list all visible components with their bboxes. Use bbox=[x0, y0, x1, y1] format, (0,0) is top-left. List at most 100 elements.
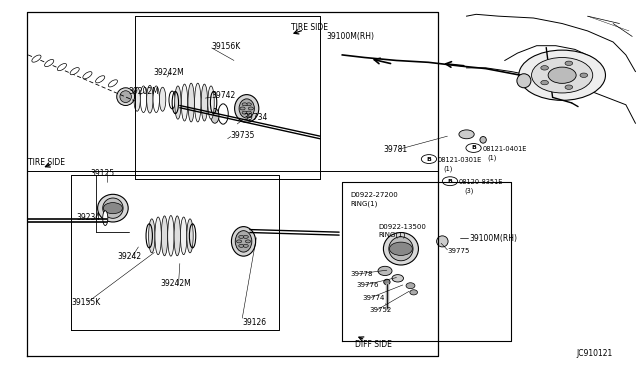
Ellipse shape bbox=[180, 217, 187, 255]
Ellipse shape bbox=[168, 215, 174, 256]
Text: B: B bbox=[426, 157, 431, 161]
Text: 39125: 39125 bbox=[91, 169, 115, 177]
Circle shape bbox=[246, 240, 250, 243]
Ellipse shape bbox=[120, 91, 131, 103]
Ellipse shape bbox=[384, 279, 390, 285]
Circle shape bbox=[239, 244, 244, 247]
Circle shape bbox=[390, 242, 412, 256]
Ellipse shape bbox=[169, 91, 175, 109]
Text: B: B bbox=[447, 179, 452, 184]
Circle shape bbox=[580, 73, 588, 77]
Ellipse shape bbox=[45, 60, 54, 67]
Ellipse shape bbox=[153, 86, 159, 112]
Ellipse shape bbox=[181, 84, 188, 121]
Text: D0922-13500: D0922-13500 bbox=[379, 224, 426, 230]
Text: 39126: 39126 bbox=[243, 318, 266, 327]
Text: DIFF SIDE: DIFF SIDE bbox=[355, 340, 392, 349]
Circle shape bbox=[240, 107, 245, 110]
Text: (1): (1) bbox=[488, 155, 497, 161]
Circle shape bbox=[103, 203, 122, 214]
Ellipse shape bbox=[102, 211, 108, 225]
Circle shape bbox=[237, 240, 242, 243]
Ellipse shape bbox=[218, 104, 228, 124]
Circle shape bbox=[421, 155, 436, 163]
Ellipse shape bbox=[148, 219, 155, 253]
Ellipse shape bbox=[410, 290, 417, 295]
Text: 39242M: 39242M bbox=[153, 68, 184, 77]
Text: 39781: 39781 bbox=[384, 145, 408, 154]
Text: 39155K: 39155K bbox=[72, 298, 100, 307]
Ellipse shape bbox=[140, 86, 147, 112]
Ellipse shape bbox=[406, 283, 415, 289]
Text: 39774: 39774 bbox=[363, 295, 385, 301]
Ellipse shape bbox=[83, 72, 92, 79]
Ellipse shape bbox=[116, 88, 134, 106]
Ellipse shape bbox=[70, 68, 79, 75]
Circle shape bbox=[243, 235, 248, 238]
Text: 08121-0301E: 08121-0301E bbox=[438, 157, 482, 163]
Circle shape bbox=[242, 103, 247, 106]
Text: RING(1): RING(1) bbox=[351, 201, 378, 207]
Ellipse shape bbox=[517, 74, 531, 88]
Ellipse shape bbox=[161, 216, 168, 256]
Ellipse shape bbox=[383, 232, 419, 265]
Text: 39776: 39776 bbox=[356, 282, 379, 288]
Ellipse shape bbox=[236, 231, 252, 252]
Text: 39242: 39242 bbox=[117, 252, 141, 262]
Ellipse shape bbox=[175, 86, 181, 119]
Ellipse shape bbox=[195, 83, 201, 122]
Text: 39234: 39234 bbox=[77, 213, 101, 222]
Text: JC910121: JC910121 bbox=[577, 350, 613, 359]
Ellipse shape bbox=[174, 216, 180, 256]
Ellipse shape bbox=[58, 64, 67, 71]
Text: TIRE SIDE: TIRE SIDE bbox=[28, 157, 65, 167]
Circle shape bbox=[248, 107, 253, 110]
Circle shape bbox=[565, 85, 573, 89]
Circle shape bbox=[532, 58, 593, 93]
Ellipse shape bbox=[108, 80, 118, 87]
Ellipse shape bbox=[95, 76, 105, 83]
Ellipse shape bbox=[201, 84, 207, 121]
Text: B: B bbox=[471, 145, 476, 150]
Text: 39735: 39735 bbox=[231, 131, 255, 140]
Text: 08120-8351E: 08120-8351E bbox=[459, 179, 503, 185]
Text: 39775: 39775 bbox=[447, 248, 470, 254]
Ellipse shape bbox=[235, 94, 259, 122]
Circle shape bbox=[519, 50, 605, 100]
Ellipse shape bbox=[102, 198, 123, 218]
Text: (3): (3) bbox=[464, 188, 474, 195]
Text: RING(1): RING(1) bbox=[379, 231, 406, 238]
Text: (1): (1) bbox=[443, 166, 452, 172]
Ellipse shape bbox=[208, 86, 214, 119]
Ellipse shape bbox=[98, 194, 128, 222]
Circle shape bbox=[459, 130, 474, 139]
Circle shape bbox=[239, 235, 244, 238]
Text: 39742: 39742 bbox=[212, 91, 236, 100]
Text: D0922-27200: D0922-27200 bbox=[351, 192, 398, 198]
Text: TIRE SIDE: TIRE SIDE bbox=[291, 23, 328, 32]
FancyArrowPatch shape bbox=[386, 290, 388, 306]
Ellipse shape bbox=[232, 227, 255, 256]
Ellipse shape bbox=[389, 237, 413, 261]
Ellipse shape bbox=[211, 109, 219, 123]
Text: 39734: 39734 bbox=[244, 113, 268, 122]
Ellipse shape bbox=[134, 87, 140, 111]
Circle shape bbox=[442, 177, 458, 186]
Text: 39778: 39778 bbox=[350, 271, 372, 277]
Ellipse shape bbox=[239, 99, 254, 118]
Text: 39156K: 39156K bbox=[212, 42, 241, 51]
Circle shape bbox=[541, 80, 548, 85]
Ellipse shape bbox=[155, 217, 161, 255]
Ellipse shape bbox=[32, 55, 41, 62]
Circle shape bbox=[243, 244, 248, 247]
Ellipse shape bbox=[480, 137, 486, 143]
Text: 08121-0401E: 08121-0401E bbox=[483, 146, 527, 152]
Circle shape bbox=[242, 111, 247, 114]
Circle shape bbox=[565, 61, 573, 65]
Ellipse shape bbox=[187, 219, 193, 253]
Ellipse shape bbox=[147, 86, 153, 113]
Ellipse shape bbox=[436, 236, 448, 247]
Circle shape bbox=[541, 65, 548, 70]
Circle shape bbox=[466, 144, 481, 153]
Ellipse shape bbox=[159, 87, 166, 111]
